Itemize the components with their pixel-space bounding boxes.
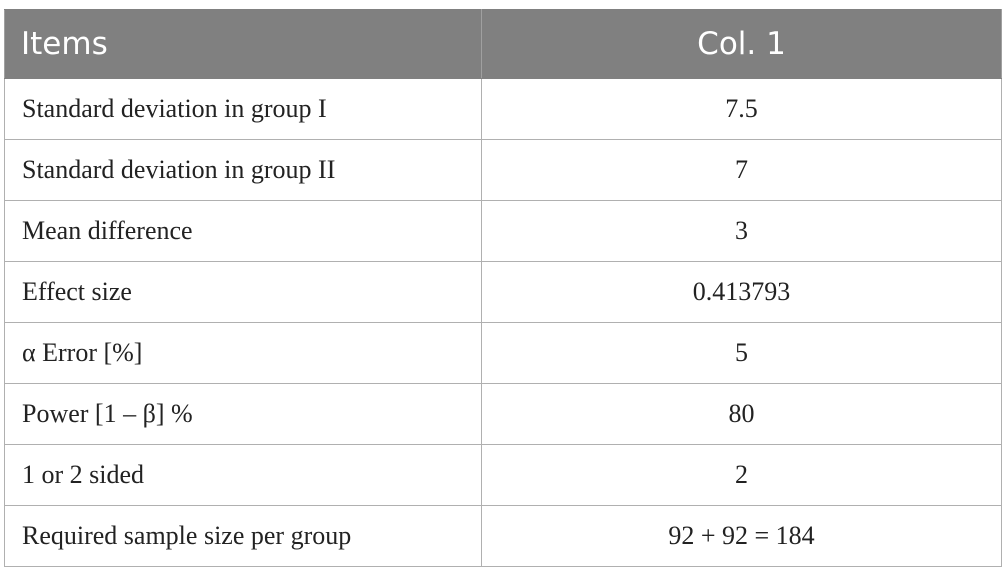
table-container: Items Col. 1 Standard deviation in group… [4,9,1002,567]
header-row: Items Col. 1 [4,9,1002,79]
row-label: 1 or 2 sided [4,444,482,506]
row-label: Required sample size per group [4,505,482,567]
table-row: 1 or 2 sided 2 [4,444,1002,506]
row-value: 7 [481,139,1002,201]
row-value: 5 [481,322,1002,384]
row-label: Power [1 – β] % [4,383,482,445]
row-value: 3 [481,200,1002,262]
table-row: Effect size 0.413793 [4,261,1002,323]
table-row: α Error [%] 5 [4,322,1002,384]
table-row: Required sample size per group 92 + 92 =… [4,505,1002,567]
row-value: 7.5 [481,78,1002,140]
table-row: Standard deviation in group I 7.5 [4,78,1002,140]
row-label: Standard deviation in group I [4,78,482,140]
row-label: Standard deviation in group II [4,139,482,201]
row-label: Effect size [4,261,482,323]
row-value: 2 [481,444,1002,506]
row-value: 0.413793 [481,261,1002,323]
row-value: 80 [481,383,1002,445]
header-col-1: Col. 1 [481,9,1002,79]
header-items: Items [4,9,482,79]
table-body: Standard deviation in group I 7.5 Standa… [4,78,1002,567]
sample-size-table: Items Col. 1 Standard deviation in group… [4,9,1002,567]
table-row: Power [1 – β] % 80 [4,383,1002,445]
table-row: Mean difference 3 [4,200,1002,262]
row-label: Mean difference [4,200,482,262]
row-label: α Error [%] [4,322,482,384]
table-row: Standard deviation in group II 7 [4,139,1002,201]
row-value: 92 + 92 = 184 [481,505,1002,567]
table-header: Items Col. 1 [4,9,1002,79]
